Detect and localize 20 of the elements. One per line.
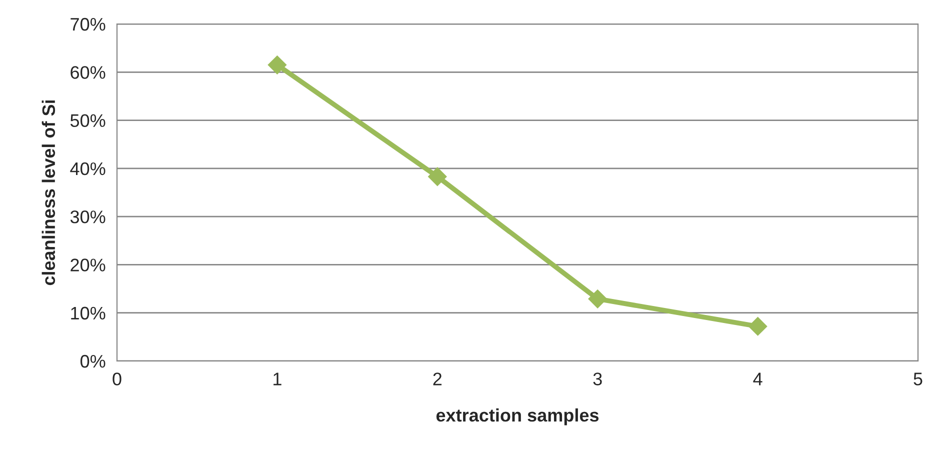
x-tick-label: 0: [112, 372, 122, 386]
y-tick-label: 30%: [70, 210, 106, 224]
y-tick-label: 70%: [70, 18, 106, 31]
point: [428, 167, 447, 186]
y-tick-label: 60%: [70, 66, 106, 79]
x-tick-label: 5: [914, 372, 922, 386]
point: [588, 290, 607, 308]
point: [268, 56, 287, 74]
y-tick-label: 40%: [70, 162, 106, 176]
y-tick-label: 50%: [70, 114, 106, 128]
y-tick-label: 10%: [71, 306, 106, 320]
x-tick-label: 4: [753, 372, 762, 386]
y-tick-label: 0%: [80, 354, 106, 368]
x-tick-label: 3: [593, 372, 602, 386]
x-tick-label: 2: [433, 372, 442, 386]
y-axis-title: cleanliness level of Si: [42, 100, 56, 286]
point: [748, 316, 768, 336]
x-axis-title: extraction samples: [436, 408, 599, 426]
y-tick-label: 20%: [70, 258, 106, 272]
x-tick-label: 1: [274, 372, 282, 386]
